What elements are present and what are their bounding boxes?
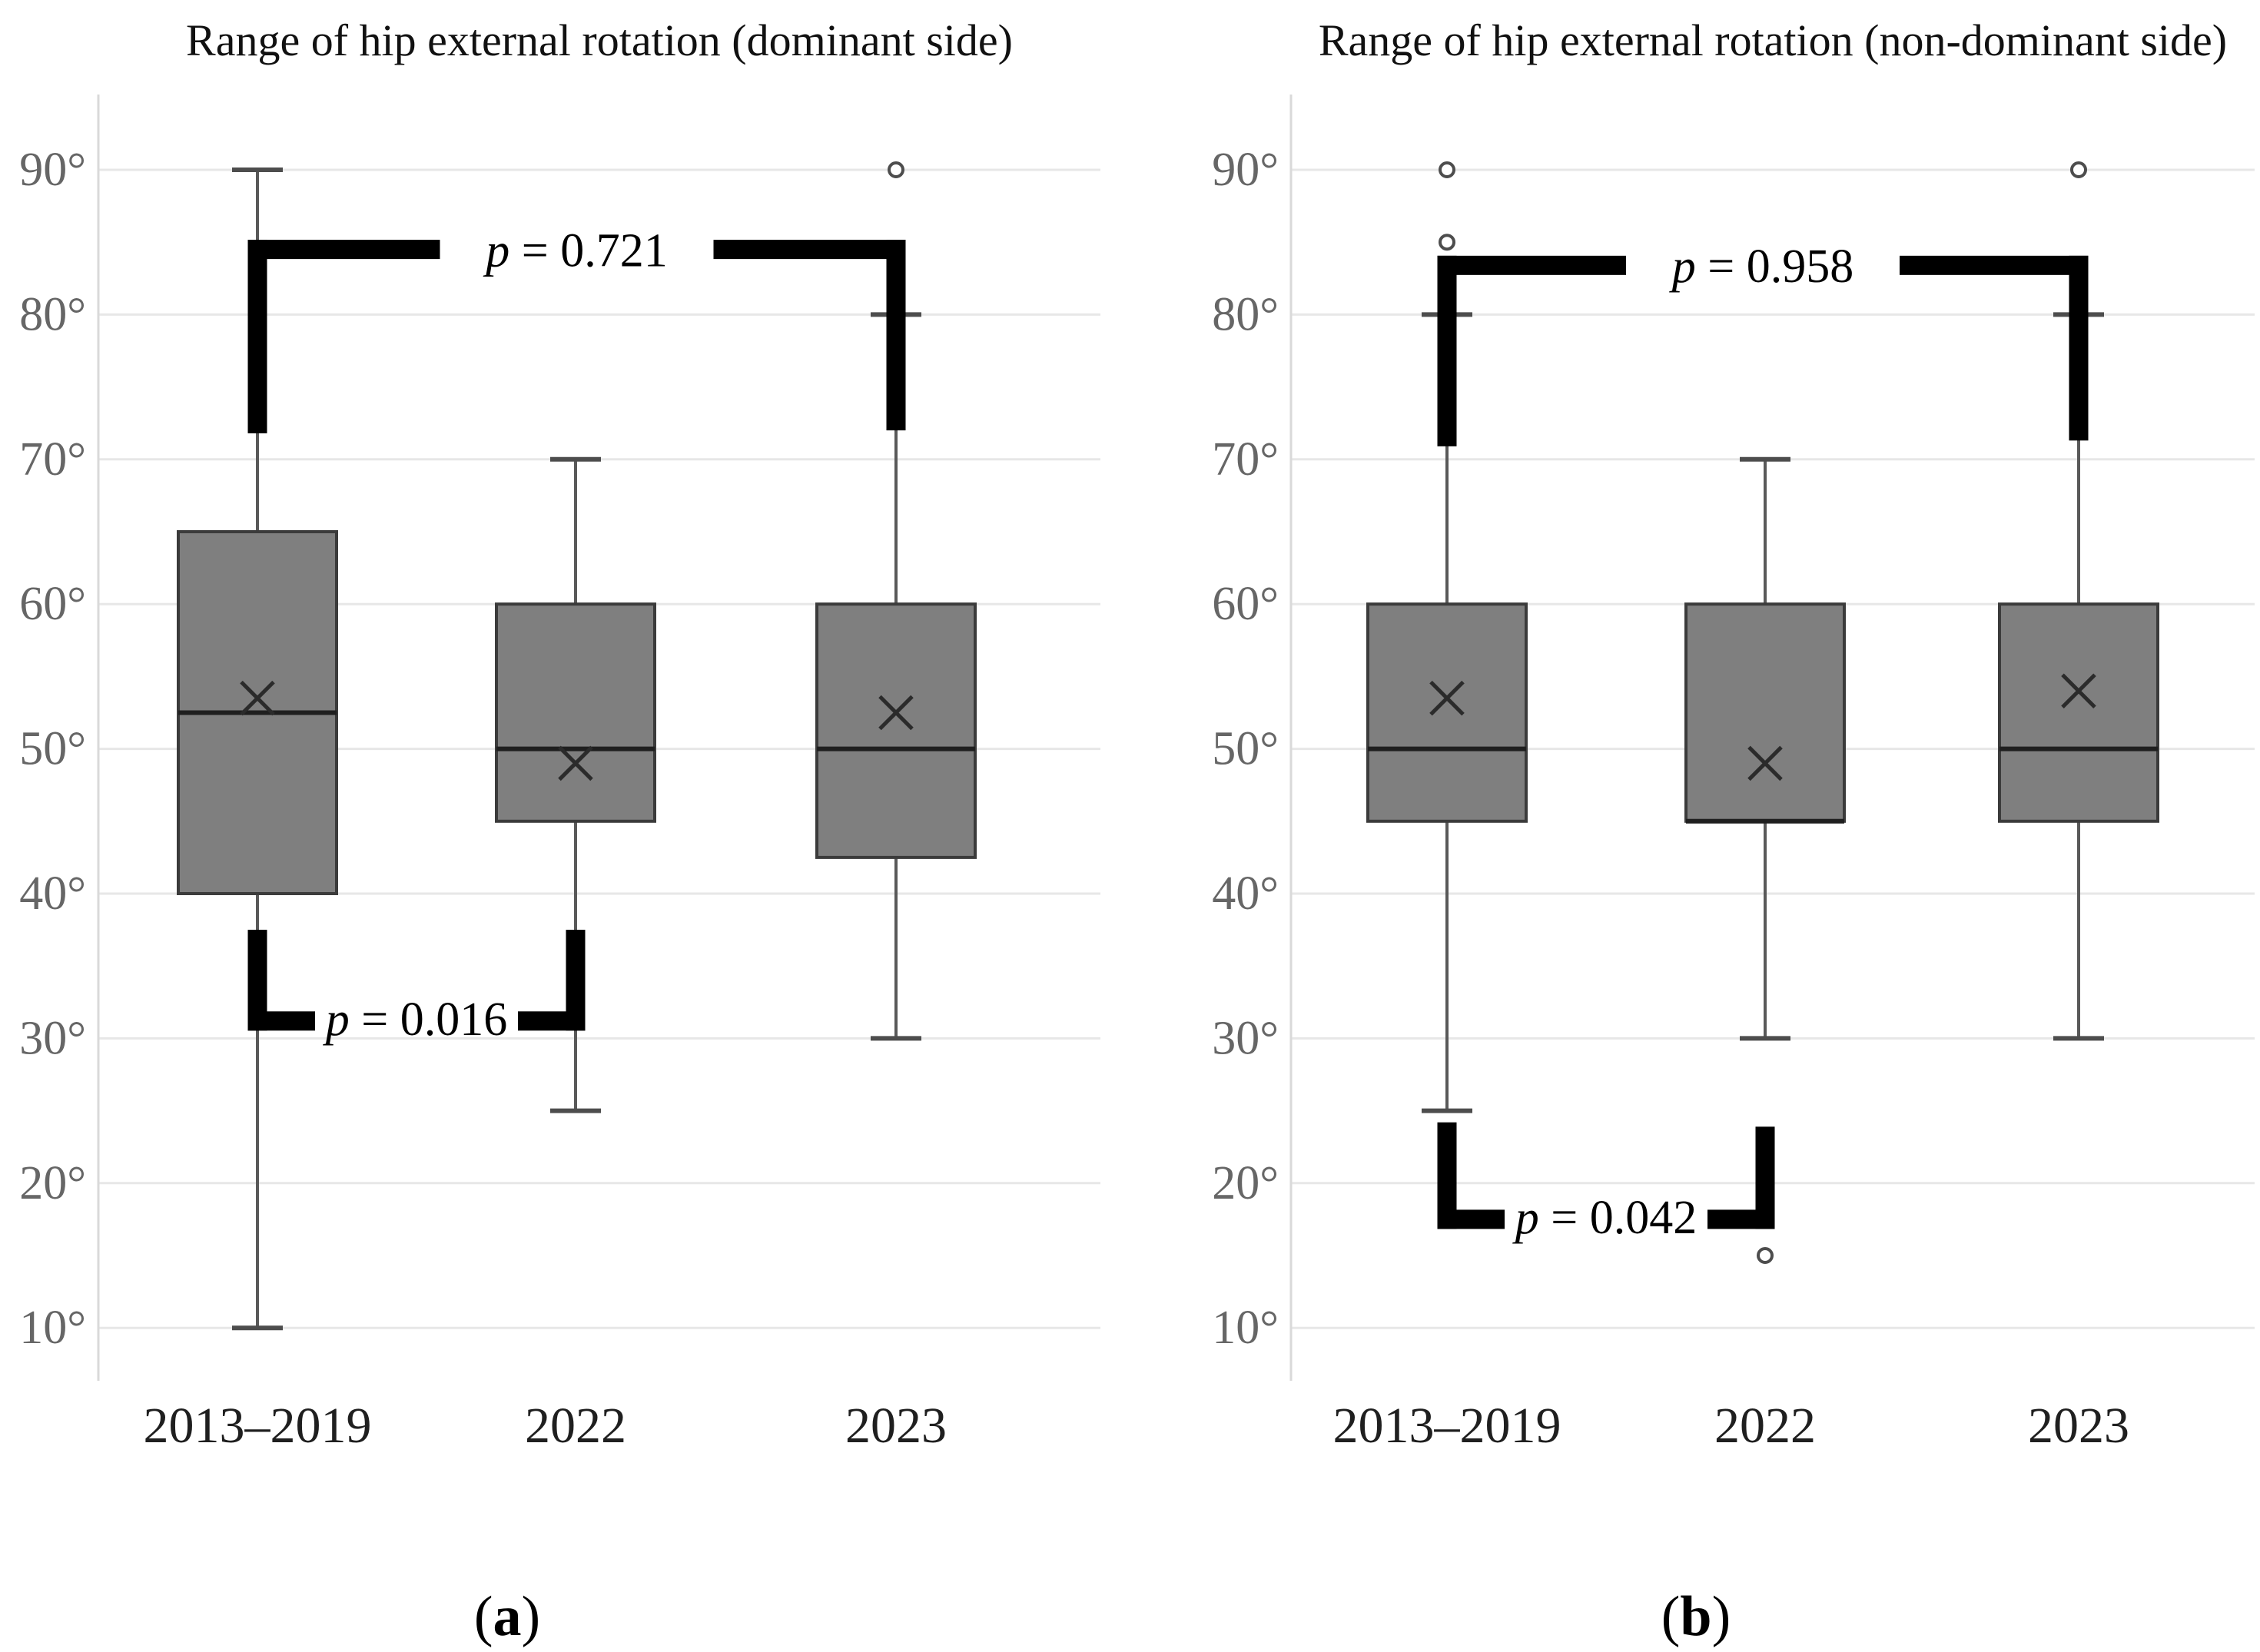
p-value-label: p = 0.016 bbox=[323, 994, 507, 1046]
iqr-box bbox=[1998, 602, 2159, 823]
box-group-2023 bbox=[1998, 161, 2159, 1041]
bracket-leg-left bbox=[1437, 255, 1457, 446]
x-category-label: 2022 bbox=[1714, 1398, 1816, 1454]
y-tick-label-90: 90° bbox=[19, 144, 86, 196]
y-tick-label-10: 10° bbox=[1212, 1302, 1279, 1354]
iqr-box bbox=[815, 602, 977, 859]
y-tick-label-60: 60° bbox=[19, 578, 86, 630]
outlier-point-85 bbox=[1439, 234, 1455, 251]
y-tick-label-30: 30° bbox=[1212, 1012, 1279, 1064]
bracket-bar-left bbox=[1437, 255, 1626, 275]
outlier-point-15 bbox=[1757, 1247, 1774, 1264]
bracket-bar-right bbox=[713, 240, 906, 260]
y-tick-label-80: 80° bbox=[19, 288, 86, 340]
iqr-box bbox=[1684, 602, 1846, 823]
significance-bracket-0.042: p = 0.042 bbox=[1437, 1122, 1775, 1244]
outlier-point-90 bbox=[1439, 161, 1455, 178]
mean-marker-stroke2 bbox=[558, 745, 593, 781]
significance-bracket-0.958: p = 0.958 bbox=[1437, 241, 2089, 446]
box-group-2013–2019 bbox=[177, 168, 338, 1331]
y-tick-label-40: 40° bbox=[1212, 867, 1279, 920]
y-tick-label-70: 70° bbox=[1212, 433, 1279, 486]
x-category-label: 2023 bbox=[845, 1398, 947, 1454]
chart-title: Range of hip external rotation (dominant… bbox=[186, 15, 1013, 65]
x-category-label: 2023 bbox=[2028, 1398, 2129, 1454]
bracket-leg-right bbox=[886, 240, 906, 431]
x-category-label: 2022 bbox=[525, 1398, 626, 1454]
y-tick-label-20: 20° bbox=[1212, 1157, 1279, 1209]
subfigure-caption-a: (a) bbox=[474, 1585, 540, 1648]
bracket-foot-left bbox=[247, 1011, 315, 1031]
chart-a: 90° 80° 70° 60° 50° 40° 30° 20° 10° Range of hip … bbox=[19, 15, 1100, 1648]
bracket-bar-right bbox=[1900, 255, 2089, 275]
bracket-leg-right bbox=[2069, 255, 2089, 441]
y-tick-label-10: 10° bbox=[19, 1302, 86, 1354]
y-tick-label-40: 40° bbox=[19, 867, 86, 920]
outlier-point-90 bbox=[888, 161, 904, 178]
box-group-2022 bbox=[495, 456, 656, 1113]
p-value-label: p = 0.042 bbox=[1512, 1192, 1697, 1244]
significance-bracket-0.016: p = 0.016 bbox=[247, 930, 586, 1046]
bracket-foot-right bbox=[1707, 1209, 1775, 1229]
y-tick-label-50: 50° bbox=[19, 723, 86, 775]
y-tick-label-70: 70° bbox=[19, 433, 86, 486]
bracket-bar-left bbox=[247, 240, 440, 260]
iqr-box bbox=[495, 602, 656, 823]
x-category-label: 2013–2019 bbox=[144, 1398, 372, 1454]
significance-bracket-0.721: p = 0.721 bbox=[247, 225, 906, 433]
subfigure-caption-b: (b) bbox=[1661, 1585, 1731, 1648]
outlier-point-90 bbox=[2070, 161, 2087, 178]
iqr-box bbox=[1366, 602, 1528, 823]
p-value-label: p = 0.958 bbox=[1669, 241, 1853, 293]
mean-marker-stroke2 bbox=[2061, 673, 2096, 709]
y-tick-label-50: 50° bbox=[1212, 723, 1279, 775]
mean-marker-stroke2 bbox=[240, 680, 275, 716]
bracket-leg-left bbox=[247, 240, 267, 433]
y-tick-label-80: 80° bbox=[1212, 288, 1279, 340]
chart-title: Range of hip external rotation (non-domi… bbox=[1319, 15, 2227, 65]
mean-marker-stroke2 bbox=[878, 695, 914, 731]
y-tick-label-30: 30° bbox=[19, 1012, 86, 1064]
bracket-foot-left bbox=[1437, 1209, 1505, 1229]
box-group-2022 bbox=[1684, 456, 1846, 1264]
y-tick-label-60: 60° bbox=[1212, 578, 1279, 630]
mean-marker-stroke2 bbox=[1747, 745, 1783, 781]
p-value-label: p = 0.721 bbox=[483, 225, 667, 277]
y-tick-label-90: 90° bbox=[1212, 144, 1279, 196]
box-group-2013–2019 bbox=[1366, 161, 1528, 1113]
x-category-label: 2013–2019 bbox=[1333, 1398, 1561, 1454]
box-group-2023 bbox=[815, 161, 977, 1041]
chart-b: 90° 80° 70° 60° 50° 40° 30° 20° 10° Range of hip … bbox=[1212, 15, 2255, 1648]
y-tick-label-20: 20° bbox=[19, 1157, 86, 1209]
mean-marker-stroke2 bbox=[1429, 680, 1465, 716]
bracket-foot-right bbox=[518, 1011, 586, 1031]
